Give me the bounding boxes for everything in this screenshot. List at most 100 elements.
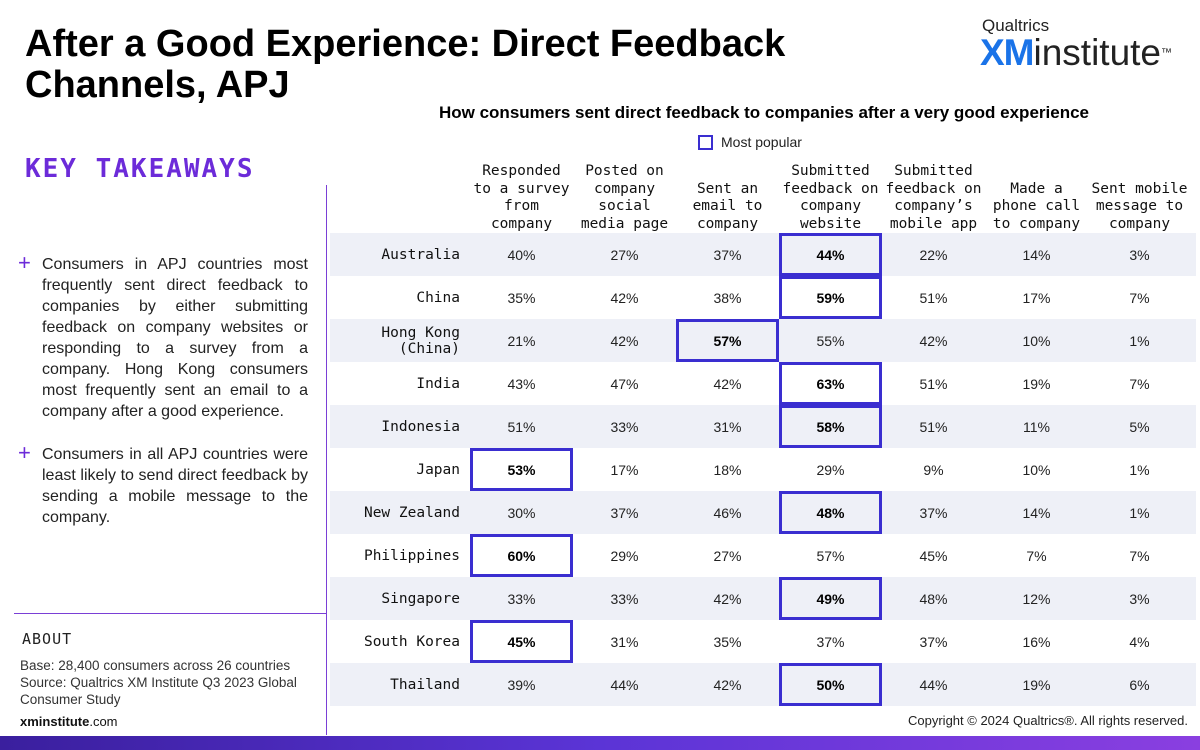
column-header-line: message to (1095, 198, 1184, 214)
table-header: Responded to a survey from company Posted on… (330, 160, 1196, 233)
column-header: Submitted feedback on company website (779, 163, 882, 233)
logo-xm-text: XM (980, 32, 1034, 73)
row-country-label: Indonesia (330, 419, 470, 435)
table-row: New Zealand 30% 37% 46% 48% 37% 14% 1% (330, 491, 1196, 534)
table-row: India 43% 47% 42% 63% 51% 19% 7% (330, 362, 1196, 405)
table-cell: 1% (1129, 504, 1150, 521)
column-header-line: Sent an (696, 180, 759, 197)
column-header: Responded to a survey from company (470, 163, 573, 233)
table-cell: 17% (610, 461, 639, 478)
table-cell-most-popular: 59% (779, 276, 882, 319)
table-row: Philippines 60% 29% 27% 57% 45% 7% 7% (330, 534, 1196, 577)
row-country-label: China (330, 290, 470, 306)
table-cell: 42% (713, 590, 742, 607)
column-header-line: Posted on (585, 163, 664, 179)
country-label-line: Hong Kong (381, 324, 460, 341)
table-cell: 7% (1129, 289, 1150, 306)
table-cell: 14% (1022, 246, 1051, 263)
site-link[interactable]: xminstitute.com (20, 714, 118, 729)
chart-title: How consumers sent direct feedback to co… (438, 103, 1089, 122)
table-body: Australia 40% 27% 37% 44% 22% 14% 3% China 35% 42%… (330, 233, 1196, 706)
takeaway-list: + Consumers in APJ countries most freque… (18, 250, 308, 550)
about-base: Base: 28,400 consumers across 26 countri… (20, 658, 291, 673)
table-cell: 27% (713, 547, 742, 564)
table-cell: 6% (1129, 676, 1150, 693)
table-cell: 40% (507, 246, 536, 263)
column-header: Submitted feedback on company’s mobile app (882, 163, 985, 233)
table-cell: 3% (1129, 590, 1150, 607)
table-cell: 29% (816, 461, 845, 478)
table-cell: 42% (713, 375, 742, 392)
column-header: Made a phone call to company (985, 181, 1088, 234)
column-header: Sent an email to company (676, 181, 779, 234)
legend-label: Most popular (721, 134, 802, 150)
column-header-line: to company (992, 215, 1081, 232)
table-cell: 55% (816, 332, 845, 349)
takeaway-text: Consumers in APJ countries most frequent… (42, 256, 308, 420)
column-header-line: Responded (482, 163, 561, 179)
table-cell: 14% (1022, 504, 1051, 521)
table-cell: 7% (1129, 547, 1150, 564)
qualtrics-xm-institute-logo: Qualtrics XMinstitute™ (980, 16, 1172, 73)
table-cell: 16% (1022, 633, 1051, 650)
page-title: After a Good Experience: Direct Feedback… (25, 23, 786, 106)
table-cell: 10% (1022, 332, 1051, 349)
table-cell: 44% (610, 676, 639, 693)
country-label-line: (China) (398, 340, 460, 357)
column-header-line: to a survey (473, 180, 570, 197)
table-cell: 18% (713, 461, 742, 478)
table-cell: 19% (1022, 375, 1051, 392)
table-row: Japan 53% 17% 18% 29% 9% 10% 1% (330, 448, 1196, 491)
table-cell: 5% (1129, 418, 1150, 435)
country-label-line: South Korea (363, 633, 460, 650)
column-header: Sent mobile message to company (1088, 181, 1191, 234)
column-header-line: company (593, 180, 656, 197)
table-cell: 17% (1022, 289, 1051, 306)
data-table: Responded to a survey from company Posted on… (330, 160, 1196, 706)
logo-qualtrics-text: Qualtrics (982, 16, 1050, 35)
column-header-line: email to (692, 198, 763, 214)
table-cell-most-popular: 63% (779, 362, 882, 405)
row-country-label: India (330, 376, 470, 392)
column-header-line: Submitted (894, 163, 973, 179)
table-cell: 22% (919, 246, 948, 263)
column-header: Posted on company social media page (573, 163, 676, 233)
takeaway-text: Consumers in all APJ countries were leas… (42, 446, 308, 526)
table-cell-most-popular: 48% (779, 491, 882, 534)
column-header-line: company (696, 215, 759, 232)
table-cell-most-popular: 50% (779, 663, 882, 706)
table-cell: 42% (919, 332, 948, 349)
column-header-line: company (490, 215, 553, 232)
table-cell: 42% (610, 289, 639, 306)
takeaway-item: + Consumers in APJ countries most freque… (18, 250, 308, 422)
about-heading: ABOUT (22, 630, 73, 648)
table-cell: 33% (610, 590, 639, 607)
bottom-gradient-bar (0, 736, 1200, 750)
copyright: Copyright © 2024 Qualtrics®. All rights … (908, 713, 1188, 728)
row-country-label: Thailand (330, 677, 470, 693)
horizontal-divider (14, 613, 326, 614)
table-cell-most-popular: 49% (779, 577, 882, 620)
row-country-label: Japan (330, 462, 470, 478)
table-cell-most-popular: 58% (779, 405, 882, 448)
table-cell: 47% (610, 375, 639, 392)
table-cell: 42% (713, 676, 742, 693)
column-header-line: feedback on (782, 180, 879, 197)
legend-square-icon (698, 134, 713, 150)
country-label-line: New Zealand (363, 504, 460, 521)
column-header-line: website (799, 215, 862, 232)
plus-icon: + (18, 250, 31, 275)
table-cell-most-popular: 53% (470, 448, 573, 491)
column-header-line: mobile app (889, 215, 978, 232)
country-label-line: Singapore (381, 590, 460, 607)
table-cell: 33% (507, 590, 536, 607)
table-row: Hong Kong (China) 21% 42% 57% 55% 42% 10% 1% (330, 319, 1196, 362)
table-row: Indonesia 51% 33% 31% 58% 51% 11% 5% (330, 405, 1196, 448)
table-cell: 21% (507, 332, 536, 349)
table-cell: 45% (919, 547, 948, 564)
table-cell: 51% (919, 375, 948, 392)
column-header-line: from (504, 198, 539, 214)
table-cell: 35% (507, 289, 536, 306)
row-country-label: Hong Kong (China) (330, 325, 470, 357)
country-label-line: Australia (381, 246, 460, 263)
